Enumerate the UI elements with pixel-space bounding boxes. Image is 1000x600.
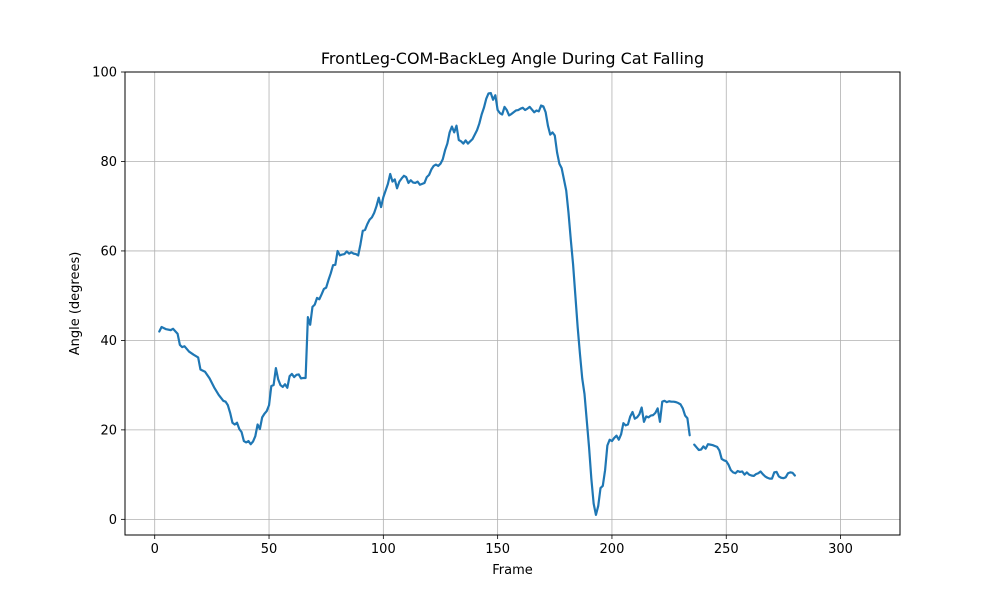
x-tick-label: 100	[371, 542, 396, 557]
series-line-segment	[693, 443, 796, 480]
x-tick-label: 50	[261, 542, 278, 557]
plot-lines	[158, 91, 796, 516]
y-tick-label: 0	[109, 513, 117, 528]
series-line-segment	[158, 91, 691, 516]
y-axis-label: Angle (degrees)	[68, 252, 83, 356]
y-tick-label: 100	[92, 66, 117, 81]
axis-ticks: 0 50 100 150 200 250 300 0 20 40 60 80 100	[92, 66, 853, 558]
x-tick-label: 250	[714, 542, 739, 557]
y-tick-label: 80	[100, 155, 117, 170]
plot-frame	[124, 71, 901, 536]
y-tick-label: 60	[100, 244, 117, 259]
x-tick-label: 200	[600, 542, 625, 557]
x-tick-label: 150	[485, 542, 510, 557]
x-tick-label: 300	[828, 542, 853, 557]
x-axis-label: Frame	[492, 563, 533, 578]
y-tick-label: 40	[100, 334, 117, 349]
x-tick-label: 0	[151, 542, 159, 557]
chart-title: FrontLeg-COM-BackLeg Angle During Cat Fa…	[321, 49, 704, 68]
y-tick-label: 20	[100, 423, 117, 438]
